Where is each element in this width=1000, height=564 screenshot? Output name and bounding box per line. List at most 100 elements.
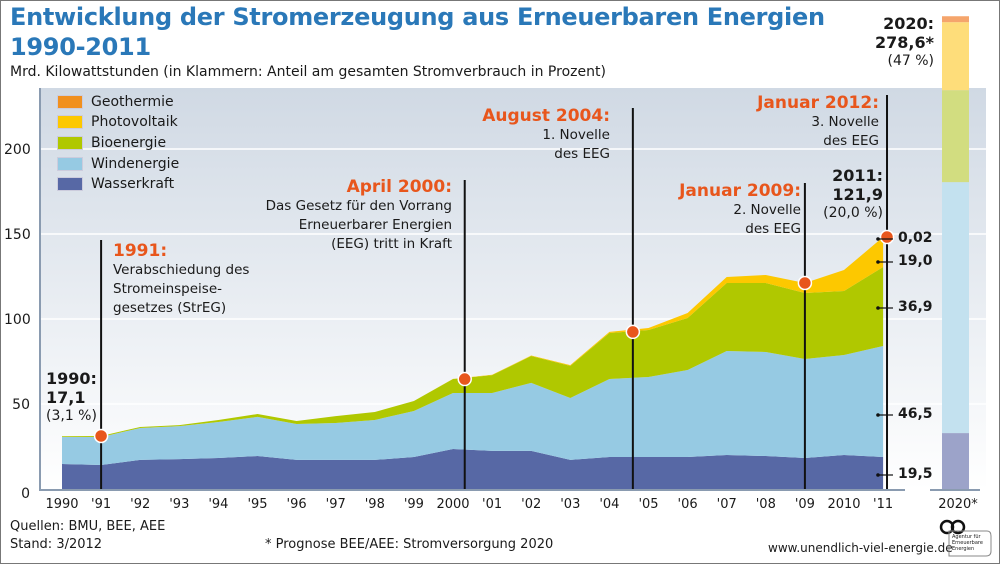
event-text: Das Gesetz für den Vorrang: [265, 198, 452, 214]
sources: Quellen: BMU, BEE, AEE: [10, 519, 166, 534]
bar-2020-wasserkraft: [942, 433, 969, 489]
x-tick-label: '11: [873, 497, 894, 512]
annotation-2011: 2011: 121,9 (20,0 %): [823, 166, 883, 223]
event-marker: [93, 428, 109, 444]
x-tick-label: '99: [403, 497, 424, 512]
value-2011-photovoltaik: 19,0: [898, 253, 933, 269]
value-tick-dot: [876, 237, 880, 241]
event-text: des EEG: [554, 146, 610, 162]
x-tick-label: '95: [247, 497, 268, 512]
event-2000-label: April 2000: Das Gesetz für den Vorrang E…: [266, 177, 452, 254]
annotation-value: 278,6*: [875, 33, 934, 52]
event-text: 3. Novelle: [811, 114, 879, 130]
x-tick-label: 2010: [827, 497, 861, 512]
legend-label: Photovoltaik: [91, 114, 178, 130]
legend-swatch: [57, 136, 83, 150]
y-tick-label: 200: [4, 142, 31, 158]
value-tick-dot: [876, 306, 880, 310]
annotation-1990: 1990: 17,1 (3,1 %): [46, 369, 97, 426]
x-tick-label: '03: [560, 497, 581, 512]
legend-swatch: [57, 177, 83, 191]
annotation-value: 121,9: [832, 185, 883, 204]
event-text: Erneuerbarer Energien: [298, 217, 452, 233]
y-tick-label: 50: [12, 397, 30, 413]
legend-item-wasserkraft: Wasserkraft: [57, 175, 174, 193]
event-text: Verabschiedung des: [113, 262, 250, 278]
legend-item-bioenergie: Bioenergie: [57, 134, 166, 152]
value-tick-dot: [876, 260, 880, 264]
annotation-share: (20,0 %): [823, 205, 883, 221]
event-2012-label: Januar 2012: 3. Novelle des EEG: [757, 93, 879, 151]
chart-subtitle: Mrd. Kilowattstunden (in Klammern: Antei…: [10, 64, 606, 80]
x-tick-2020: 2020*: [938, 497, 978, 512]
event-text: (EEG) tritt in Kraft: [331, 236, 452, 252]
annotation-share: (47 %): [887, 53, 935, 69]
legend-label: Wasserkraft: [91, 176, 175, 192]
event-heading: April 2000:: [346, 177, 452, 197]
x-tick-label: '91: [91, 497, 112, 512]
value-2011-geothermie: 0,02: [898, 230, 933, 246]
forecast-note: * Prognose BEE/AEE: Stromversorgung 2020: [265, 537, 554, 552]
event-1991-label: 1991: Verabschiedung des Stromeinspeise-…: [113, 241, 249, 318]
x-tick-label: '08: [755, 497, 776, 512]
legend-label: Bioenergie: [91, 135, 167, 151]
legend-label: Geothermie: [91, 94, 174, 110]
event-heading: 1991:: [113, 241, 168, 261]
event-text: des EEG: [745, 221, 801, 237]
x-tick-label: '93: [169, 497, 190, 512]
event-heading: August 2004:: [482, 106, 610, 126]
x-tick-label: '94: [208, 497, 229, 512]
y-tick-label: 150: [4, 227, 31, 243]
x-tick-label: '04: [599, 497, 620, 512]
x-tick-label: '92: [130, 497, 151, 512]
x-tick-label: '98: [364, 497, 385, 512]
value-2011-bioenergie: 36,9: [898, 299, 933, 315]
event-text: 2. Novelle: [733, 202, 801, 218]
event-heading: Januar 2012:: [757, 93, 879, 113]
legend-item-photovoltaik: Photovoltaik: [57, 113, 178, 131]
x-tick-label: '06: [677, 497, 698, 512]
infinity-logo-icon: [939, 519, 992, 557]
annotation-year: 2011:: [832, 166, 883, 185]
x-tick-label: '97: [325, 497, 346, 512]
website-link[interactable]: www.unendlich-viel-energie.de: [768, 541, 953, 555]
event-2009-label: Januar 2009: 2. Novelle des EEG: [679, 181, 801, 239]
annotation-year: 2020:: [883, 14, 934, 33]
x-tick-label: 1990: [45, 497, 79, 512]
event-heading: Januar 2009:: [679, 181, 801, 201]
title-line-2: 1990-2011: [10, 33, 151, 61]
value-tick-dot: [876, 413, 880, 417]
value-2011-windenergie: 46,5: [898, 406, 933, 422]
x-tick-label: 2000: [436, 497, 470, 512]
area-wasserkraft: [62, 449, 884, 489]
annotation-year: 1990:: [46, 369, 97, 388]
y-tick-label: 0: [21, 486, 30, 502]
x-tick-label: '09: [794, 497, 815, 512]
area-bioenergie: [62, 266, 884, 437]
value-2011-wasserkraft: 19,5: [898, 466, 933, 482]
area-windenergie: [62, 346, 884, 466]
x-tick-label: '01: [482, 497, 503, 512]
annotation-2020: 2020: 278,6* (47 %): [875, 14, 934, 71]
chart-title: Entwicklung der Stromerzeugung aus Erneu…: [10, 2, 825, 62]
x-tick-label: '07: [716, 497, 737, 512]
annotation-share: (3,1 %): [46, 408, 97, 424]
legend-label: Windenergie: [91, 156, 180, 172]
x-tick-label: '96: [286, 497, 307, 512]
x-tick-label: '02: [521, 497, 542, 512]
legend-swatch: [57, 157, 83, 171]
value-tick-dot: [876, 473, 880, 477]
annotation-value: 17,1: [46, 388, 86, 407]
title-line-1: Entwicklung der Stromerzeugung aus Erneu…: [10, 3, 825, 31]
x-tick-label: '05: [638, 497, 659, 512]
logo-text: Agentur für Erneuerbare Energien: [952, 534, 983, 552]
event-marker: [879, 229, 895, 245]
event-marker: [797, 275, 813, 291]
event-text: des EEG: [823, 133, 879, 149]
bar-2020-windenergie: [942, 182, 969, 434]
bar-2020-geothermie: [942, 16, 969, 23]
event-text: gesetzes (StrEG): [113, 300, 227, 316]
legend-swatch: [57, 115, 83, 129]
y-tick-label: 100: [4, 312, 31, 328]
